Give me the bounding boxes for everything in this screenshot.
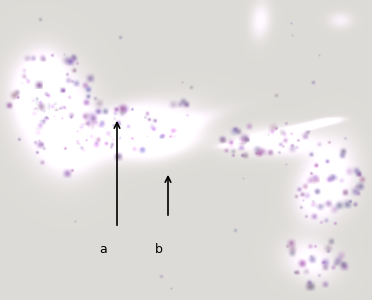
Text: b: b [155,243,163,256]
Text: a: a [99,243,107,256]
